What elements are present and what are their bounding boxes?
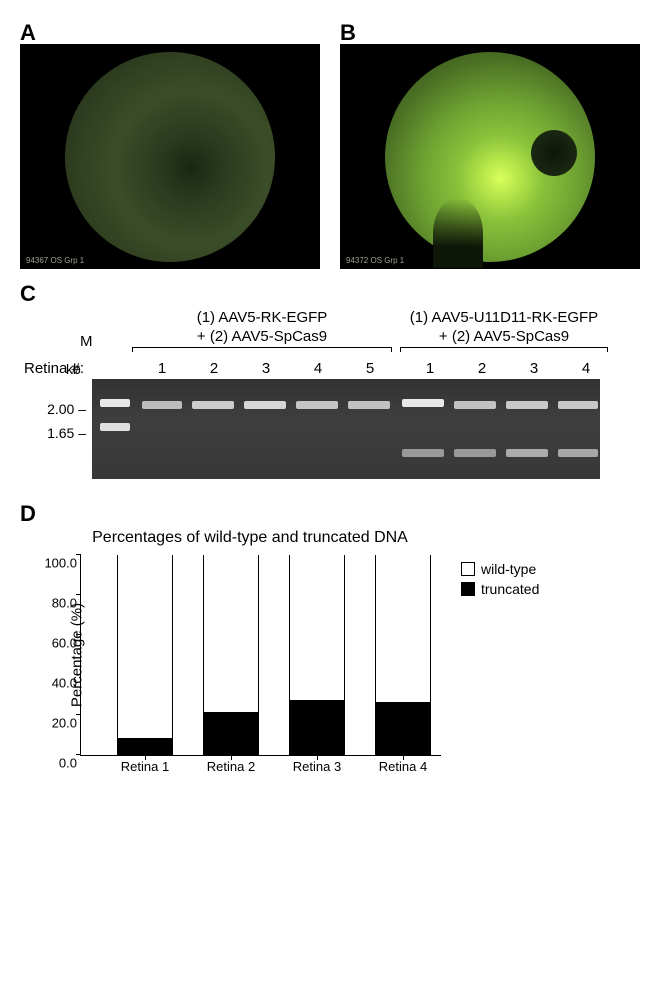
gel-band <box>348 401 390 409</box>
panel-d: D Percentages of wild-type and truncated… <box>20 529 640 756</box>
gel-band <box>454 401 496 409</box>
gel-image: M 2.00 –1.65 – <box>92 379 600 479</box>
panel-b: B 94372 OS Grp 1 <box>340 44 640 269</box>
gel-band <box>244 401 286 409</box>
gel-group2-line1: (1) AAV5-U11D11-RK-EGFP <box>400 309 608 328</box>
xaxis-label: Retina 1 <box>109 759 181 774</box>
ytick-label: 60.0 <box>39 635 77 650</box>
bar-segment-truncated <box>118 738 172 754</box>
bar-segment-truncated <box>204 712 258 754</box>
bar-segment-wildtype <box>376 554 430 702</box>
gel-marker-label: M <box>80 333 93 350</box>
retina-image-a: 94367 OS Grp 1 <box>20 44 320 269</box>
legend-item: truncated <box>461 581 539 597</box>
xaxis-label: Retina 4 <box>367 759 439 774</box>
gel-lane-number: 4 <box>292 360 344 377</box>
ytick-label: 0.0 <box>39 755 77 770</box>
gel-kb-label: 1.65 – <box>34 425 86 441</box>
gel-band <box>142 401 182 409</box>
bar-segment-wildtype <box>204 554 258 712</box>
gel-kb-title: kb <box>66 361 81 377</box>
bar <box>117 555 173 755</box>
gel-band <box>558 449 598 457</box>
panel-a: A 94367 OS Grp 1 <box>20 44 320 269</box>
gel-lane-numbers: 123451234 <box>96 360 612 377</box>
gel-lane-number: 2 <box>456 360 508 377</box>
gel-band <box>558 401 598 409</box>
gel-lane-number: 3 <box>240 360 292 377</box>
bar <box>289 555 345 755</box>
chart-legend: wild-type truncated <box>461 561 539 601</box>
legend-swatch <box>461 582 475 596</box>
gel-group2-header: (1) AAV5-U11D11-RK-EGFP + (2) AAV5-SpCas… <box>400 309 608 354</box>
xaxis-label: Retina 2 <box>195 759 267 774</box>
gel-band <box>454 449 496 457</box>
legend-swatch <box>461 562 475 576</box>
gel-group2-line2: + (2) AAV5-SpCas9 <box>400 328 608 347</box>
retina-image-b: 94372 OS Grp 1 <box>340 44 640 269</box>
ytick-label: 100.0 <box>39 555 77 570</box>
gel-lane-number: 4 <box>560 360 612 377</box>
ytick-label: 40.0 <box>39 675 77 690</box>
ytick-label: 80.0 <box>39 595 77 610</box>
ytick-label: 20.0 <box>39 715 77 730</box>
legend-label: wild-type <box>481 561 536 577</box>
gel-group1-line2: + (2) AAV5-SpCas9 <box>132 328 392 347</box>
gel-lane-number: 3 <box>508 360 560 377</box>
panel-a-caption: 94367 OS Grp 1 <box>26 256 84 265</box>
gel-band <box>402 449 444 457</box>
gel-band <box>402 399 444 407</box>
gel-band <box>100 423 130 431</box>
chart-title: Percentages of wild-type and truncated D… <box>60 529 440 547</box>
bar-segment-truncated <box>376 702 430 754</box>
xaxis-label: Retina 3 <box>281 759 353 774</box>
gel-lane-number: 1 <box>404 360 456 377</box>
bar <box>203 555 259 755</box>
gel-band <box>506 401 548 409</box>
gel-band <box>506 449 548 457</box>
gel-group1-header: (1) AAV5-RK-EGFP + (2) AAV5-SpCas9 <box>132 309 392 354</box>
yaxis-title: Percentage (%) <box>69 602 86 706</box>
gel-lane-number: 2 <box>188 360 240 377</box>
gel-group1-line1: (1) AAV5-RK-EGFP <box>132 309 392 328</box>
bar-segment-truncated <box>290 700 344 754</box>
gel-band <box>192 401 234 409</box>
gel-retina-label: Retina #: <box>20 360 96 377</box>
bar-segment-wildtype <box>290 554 344 700</box>
gel-lane-number: 1 <box>136 360 188 377</box>
panel-b-label: B <box>340 20 356 46</box>
gel-lane-number: 5 <box>344 360 396 377</box>
gel-band <box>296 401 338 409</box>
gel-band <box>100 399 130 407</box>
bar <box>375 555 431 755</box>
bar-segment-wildtype <box>118 554 172 738</box>
panel-a-label: A <box>20 20 36 46</box>
legend-label: truncated <box>481 581 539 597</box>
bar-chart: Percentage (%) 0.020.040.060.080.0100.0R… <box>80 555 441 756</box>
panel-d-label: D <box>20 501 36 527</box>
panel-c-label: C <box>20 281 36 307</box>
panel-b-caption: 94372 OS Grp 1 <box>346 256 404 265</box>
gel-kb-label: 2.00 – <box>34 401 86 417</box>
panel-c: C (1) AAV5-RK-EGFP + (2) AAV5-SpCas9 (1)… <box>20 309 640 479</box>
legend-item: wild-type <box>461 561 539 577</box>
